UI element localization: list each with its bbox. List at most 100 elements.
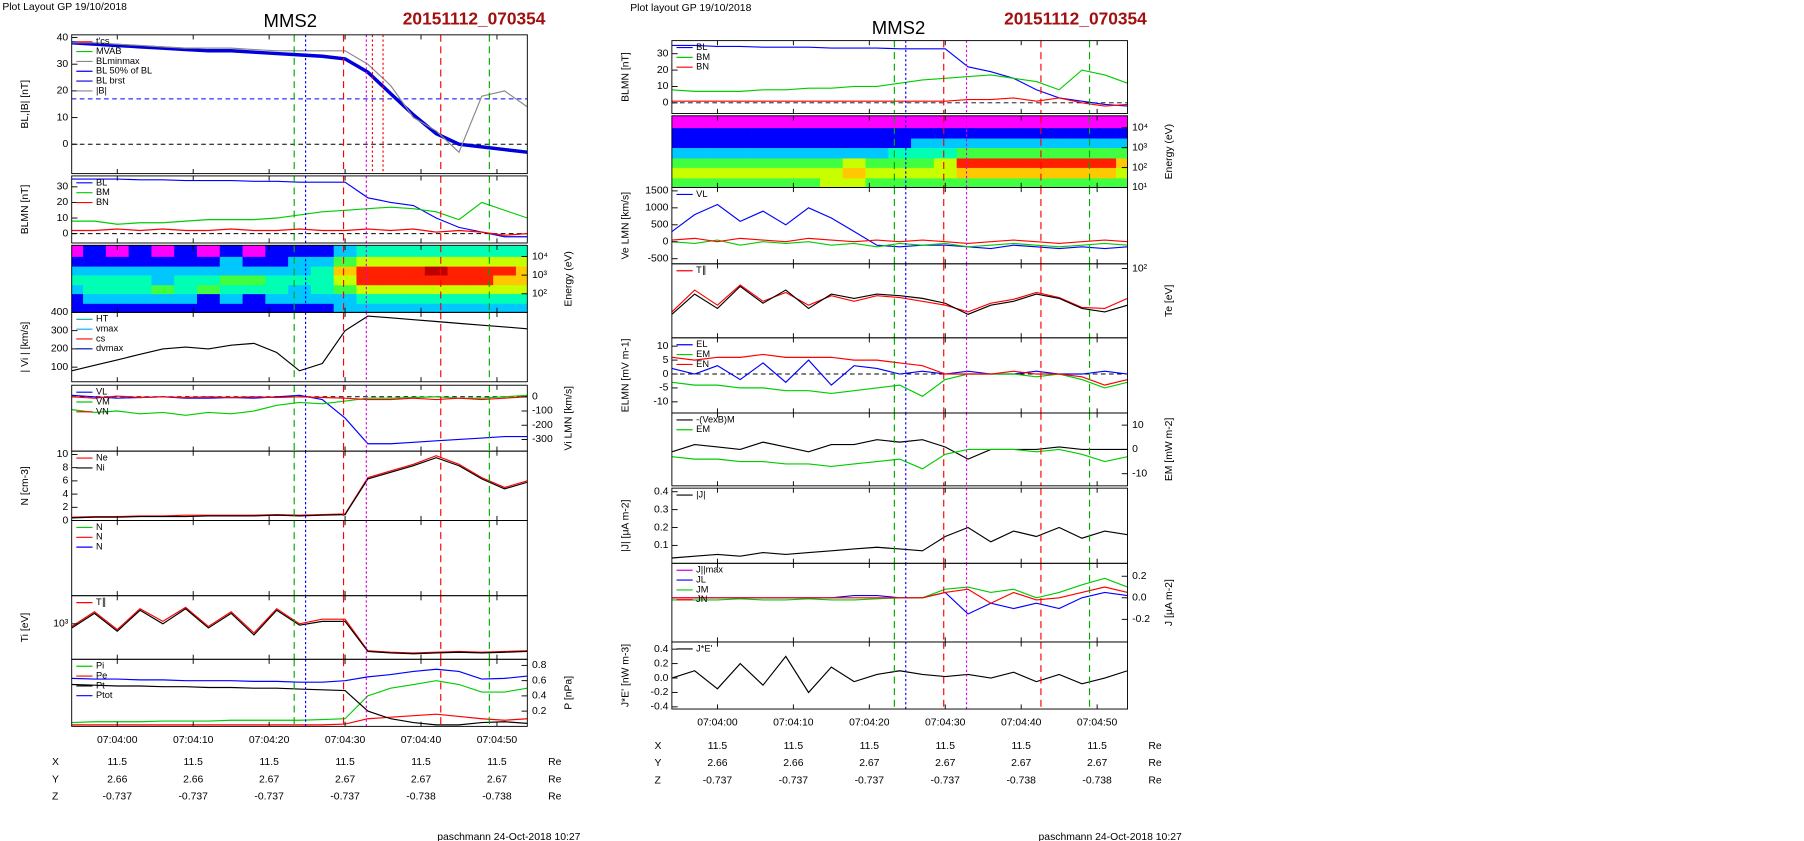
ephemeris-value: 11.5 xyxy=(1011,741,1031,752)
y-tick-label: 2 xyxy=(62,502,68,513)
ephemeris-value: 2.67 xyxy=(1011,758,1031,769)
spectrogram-cell xyxy=(774,115,798,129)
series-line xyxy=(71,201,528,225)
series-line xyxy=(71,668,528,683)
spectrogram-cell xyxy=(819,158,844,168)
spectrogram-cell xyxy=(933,147,957,159)
spectrogram-cell xyxy=(402,293,426,304)
spectrogram-cell xyxy=(706,147,730,159)
spectrogram-cell xyxy=(128,303,152,313)
panel-frame xyxy=(71,175,528,244)
panel: 10¹ 10² 10³ 10⁴ Energy (eV) xyxy=(671,115,1175,193)
spectrogram-cell xyxy=(242,266,266,276)
spectrogram-cell xyxy=(288,245,312,257)
spectrogram-cell xyxy=(1024,167,1049,179)
spectrogram-cell xyxy=(1024,127,1049,139)
spectrogram-cell xyxy=(402,245,426,257)
y-tick-label: 10³ xyxy=(532,270,548,281)
ephemeris-label: Y xyxy=(655,758,662,769)
spectrogram-cell xyxy=(1024,158,1049,168)
spectrogram-cell xyxy=(956,147,980,159)
spectrogram-cell xyxy=(356,275,380,286)
panel-frame xyxy=(671,263,1128,339)
spectrogram-cell xyxy=(151,245,175,257)
x-tick-label: 07:04:00 xyxy=(697,718,738,729)
y-tick-label: 100 xyxy=(51,362,69,373)
series-line xyxy=(71,455,528,518)
spectrogram-cell xyxy=(515,293,528,304)
y-tick-label: 10 xyxy=(1132,420,1144,431)
spectrogram-cell xyxy=(1093,158,1117,168)
y-tick-label: 20 xyxy=(57,197,69,208)
legend-label: Ne xyxy=(96,453,108,463)
spectrogram-cell xyxy=(911,115,935,129)
y-axis-label: Ti [eV] xyxy=(20,613,31,643)
legend-label: J*E' xyxy=(696,643,712,653)
legend-label: EM xyxy=(696,349,710,359)
spectrogram-cell xyxy=(683,147,707,159)
series-line xyxy=(671,239,1128,248)
spectrogram-cell xyxy=(797,115,821,129)
spectrogram-cell xyxy=(865,138,889,149)
spectrogram-cell xyxy=(105,284,129,295)
ephemeris-value: -0.738 xyxy=(1082,775,1112,786)
spectrogram-cell xyxy=(196,293,221,304)
panel-frame xyxy=(71,520,528,597)
spectrogram-cell xyxy=(424,293,448,304)
spectrogram-cell xyxy=(1070,147,1094,159)
spectrogram-cell xyxy=(379,293,403,304)
spectrogram-cell xyxy=(265,303,289,313)
y-axis-label: Ve LMN [km/s] xyxy=(620,192,631,260)
legend-label: BL brst xyxy=(96,76,125,86)
y-tick-label: -100 xyxy=(532,406,553,417)
spectrogram-cell xyxy=(379,275,403,286)
spectrogram-cell xyxy=(1070,158,1094,168)
series-line xyxy=(71,42,528,154)
spectrogram-cell xyxy=(1024,138,1049,149)
spectrogram-cell xyxy=(751,115,775,129)
spectrogram-cell xyxy=(1070,138,1094,149)
y-tick-label: 10 xyxy=(657,341,669,352)
x-tick-label: 07:04:20 xyxy=(249,735,290,746)
y-axis-label: Energy (eV) xyxy=(1164,124,1175,179)
spectrogram-cell xyxy=(470,245,494,257)
panel-frame xyxy=(71,311,528,383)
spectrogram-cell xyxy=(242,245,266,257)
ephemeris-value: -0.737 xyxy=(931,775,961,786)
spectrogram-cell xyxy=(174,284,198,295)
spectrogram-cell xyxy=(402,284,426,295)
legend-label: EL xyxy=(696,339,707,349)
spectrogram-cell xyxy=(356,284,380,295)
series-line xyxy=(71,395,528,401)
spectrogram-cell xyxy=(242,284,266,295)
ephemeris-unit: Re xyxy=(548,774,562,785)
y-tick-label: 0 xyxy=(532,392,538,403)
spectrogram-cell xyxy=(865,158,889,168)
spectrogram-cell xyxy=(842,127,866,139)
spectrogram-cell xyxy=(174,275,198,286)
panel: -500 0 500 1000 1500 Ve LMN [km/s] VL xyxy=(620,186,1128,264)
spectrogram-cell xyxy=(842,177,866,188)
spectrogram-cell xyxy=(865,115,889,129)
y-tick-label: 20 xyxy=(57,86,69,97)
header: Plot layout GP 19/10/2018 xyxy=(630,3,751,14)
spectrogram-cell xyxy=(424,256,448,267)
ephemeris-value: 2.66 xyxy=(183,774,203,785)
spectrogram-cell xyxy=(310,266,335,276)
y-tick-label: 10 xyxy=(57,449,69,460)
spectrogram-cell xyxy=(1093,177,1117,188)
spectrogram-cell xyxy=(1047,115,1071,129)
subtitle: 20151112_070354 xyxy=(403,8,546,28)
spectrogram-cell xyxy=(470,303,494,313)
y-tick-label: 30 xyxy=(657,48,669,59)
y-tick-label: 10² xyxy=(1132,263,1148,274)
spectrogram-cell xyxy=(174,293,198,304)
spectrogram-cell xyxy=(1093,138,1117,149)
panel-frame xyxy=(671,562,1128,643)
ephemeris-value: 11.5 xyxy=(108,757,128,768)
y-tick-label: 10³ xyxy=(1132,142,1148,153)
series-line xyxy=(671,285,1128,315)
y-tick-label: 10⁴ xyxy=(1132,123,1148,134)
